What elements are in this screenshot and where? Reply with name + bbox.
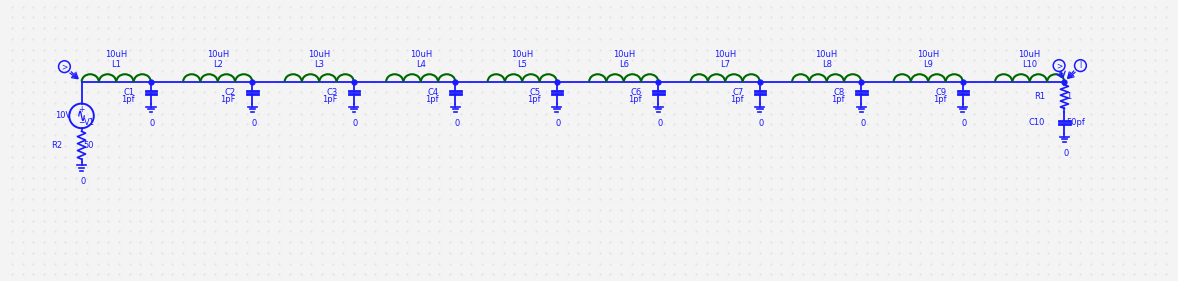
Text: 0: 0 [1064,149,1068,158]
Text: L1: L1 [111,60,121,69]
Text: R1: R1 [1034,92,1045,101]
Text: 0: 0 [759,119,765,128]
Text: +: + [78,105,85,114]
Text: >: > [1055,61,1063,70]
Text: 1pf: 1pf [933,95,946,104]
Text: 10uH: 10uH [918,50,939,59]
Text: 10V: 10V [55,111,71,120]
Text: 50pf: 50pf [1066,118,1085,127]
Text: C3: C3 [326,88,337,97]
Text: C2: C2 [225,88,236,97]
Text: 0: 0 [353,119,358,128]
Text: 10uH: 10uH [410,50,432,59]
Text: L6: L6 [618,60,629,69]
Text: C8: C8 [834,88,845,97]
Text: 0: 0 [80,177,86,186]
Text: L4: L4 [416,60,425,69]
Text: 1pf: 1pf [832,95,845,104]
Text: 1pf: 1pf [527,95,541,104]
Text: 10uH: 10uH [511,50,534,59]
Text: −: − [78,118,85,127]
Text: 1pF: 1pF [220,95,236,104]
Text: 1: 1 [1066,92,1071,101]
Text: 10uH: 10uH [206,50,229,59]
Text: L2: L2 [213,60,223,69]
Text: 0: 0 [962,119,967,128]
Text: 10uH: 10uH [815,50,838,59]
Text: C4: C4 [428,88,439,97]
Text: L9: L9 [924,60,933,69]
Text: 0: 0 [455,119,459,128]
Text: C5: C5 [529,88,541,97]
Text: I: I [1079,61,1081,70]
Text: V1: V1 [84,118,95,127]
Text: 0: 0 [251,119,257,128]
Text: 10uH: 10uH [309,50,330,59]
Text: 1pf: 1pf [425,95,439,104]
Text: R2: R2 [51,141,62,150]
Text: 0: 0 [657,119,663,128]
Text: L8: L8 [822,60,832,69]
Text: C10: C10 [1028,118,1045,127]
Text: 0: 0 [860,119,866,128]
Text: 1pf: 1pf [121,95,134,104]
Text: L5: L5 [517,60,528,69]
Text: C6: C6 [630,88,642,97]
Text: L3: L3 [315,60,324,69]
Text: >: > [61,62,67,71]
Text: 10uH: 10uH [105,50,127,59]
Text: C9: C9 [935,88,946,97]
Text: 1pf: 1pf [628,95,642,104]
Text: 1pF: 1pF [322,95,337,104]
Text: 0: 0 [150,119,155,128]
Text: C7: C7 [733,88,743,97]
Text: C1: C1 [124,88,134,97]
Text: L10: L10 [1023,60,1038,69]
Text: 10uH: 10uH [613,50,635,59]
Text: L7: L7 [720,60,730,69]
Text: 0: 0 [556,119,561,128]
Text: 10uH: 10uH [714,50,736,59]
Text: 50: 50 [84,141,93,150]
Text: 10uH: 10uH [1019,50,1041,59]
Text: 1pf: 1pf [729,95,743,104]
